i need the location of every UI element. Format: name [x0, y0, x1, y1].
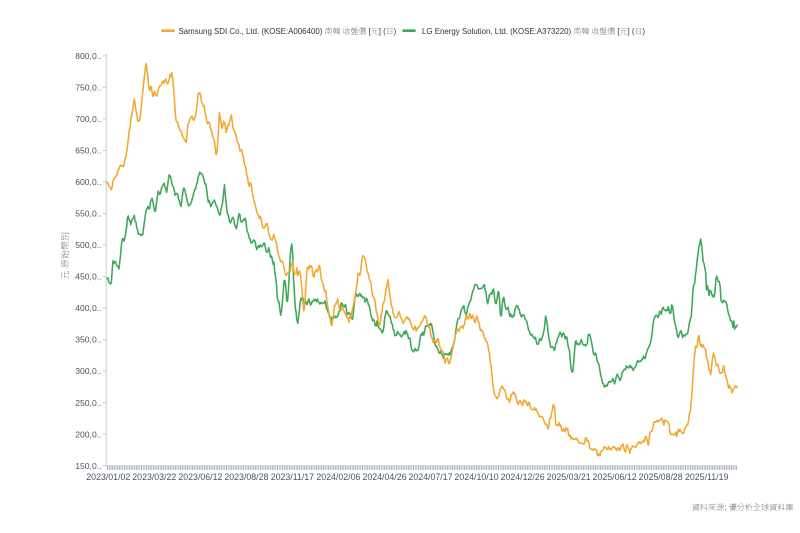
svg-text:150,0..: 150,0.. [75, 461, 101, 471]
svg-text:600,0..: 600,0.. [75, 177, 101, 187]
svg-text:[: [ [617, 27, 620, 36]
svg-text::: : [724, 503, 726, 512]
svg-text:]: ] [379, 27, 381, 36]
svg-text:800,0..: 800,0.. [75, 51, 101, 61]
svg-text:2025/11/19: 2025/11/19 [685, 472, 728, 482]
svg-text:2023/11/17: 2023/11/17 [271, 472, 314, 482]
svg-text:650,0..: 650,0.. [75, 146, 101, 156]
svg-text:2024/02/06: 2024/02/06 [316, 472, 360, 482]
svg-text:750,0..: 750,0.. [75, 83, 101, 93]
svg-text:2025/03/21: 2025/03/21 [547, 472, 591, 482]
svg-text:2023/03/22: 2023/03/22 [132, 472, 176, 482]
svg-text:(: ( [383, 27, 386, 36]
svg-text:250,0..: 250,0.. [75, 398, 101, 408]
svg-text:Samsung SDI Co., Ltd. (KOSE:A0: Samsung SDI Co., Ltd. (KOSE:A006400) [179, 27, 323, 36]
svg-text:): ) [394, 27, 397, 36]
svg-text:300,0..: 300,0.. [75, 366, 101, 376]
svg-text:700,0..: 700,0.. [75, 114, 101, 124]
svg-text:450,0..: 450,0.. [75, 272, 101, 282]
svg-text:2025/08/28: 2025/08/28 [639, 472, 683, 482]
svg-text:2023/01/02: 2023/01/02 [86, 472, 130, 482]
svg-text:2023/08/28: 2023/08/28 [224, 472, 268, 482]
svg-text:[: [ [369, 27, 372, 36]
svg-text:550,0..: 550,0.. [75, 209, 101, 219]
svg-text:2023/06/12: 2023/06/12 [178, 472, 222, 482]
svg-text:2024/10/10: 2024/10/10 [454, 472, 498, 482]
svg-text:2025/06/12: 2025/06/12 [593, 472, 637, 482]
svg-text:2024/12/26: 2024/12/26 [501, 472, 545, 482]
svg-text:500,0..: 500,0.. [75, 240, 101, 250]
svg-text:]: ] [628, 27, 630, 36]
svg-text:2024/07/17: 2024/07/17 [408, 472, 452, 482]
svg-text:): ) [642, 27, 645, 36]
svg-text:400,0..: 400,0.. [75, 303, 101, 313]
svg-text:2024/04/26: 2024/04/26 [362, 472, 406, 482]
svg-text:200,0..: 200,0.. [75, 429, 101, 439]
svg-text:LG Energy Solution, Ltd. (KOSE: LG Energy Solution, Ltd. (KOSE:A373220) [422, 27, 572, 36]
svg-text:(: ( [632, 27, 635, 36]
svg-text:350,0..: 350,0.. [75, 335, 101, 345]
